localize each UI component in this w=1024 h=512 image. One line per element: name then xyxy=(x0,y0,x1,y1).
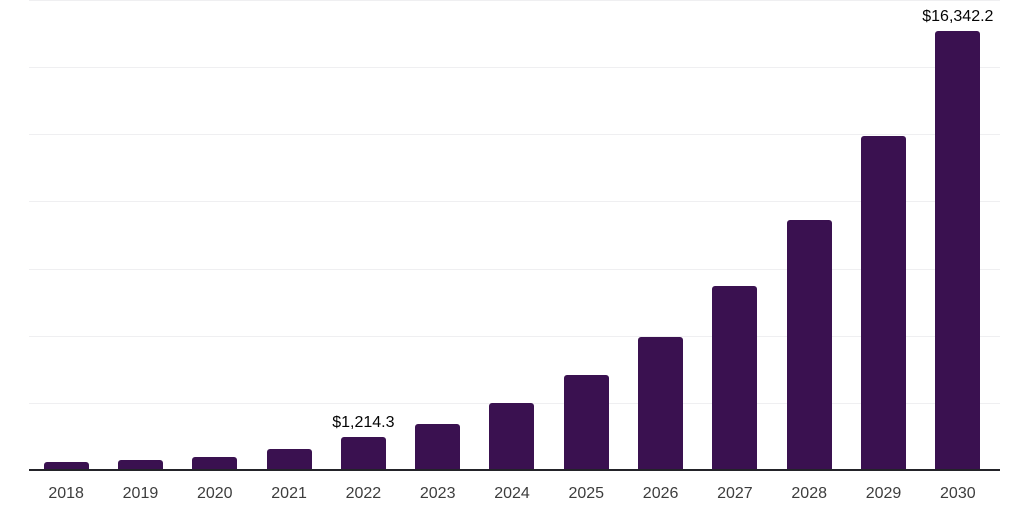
bar-2024 xyxy=(489,402,534,470)
gridline xyxy=(29,336,1000,337)
x-tick-label-2023: 2023 xyxy=(419,485,456,502)
gridline xyxy=(29,0,1000,1)
x-tick-label-2018: 2018 xyxy=(48,485,84,502)
bar-2021 xyxy=(267,448,312,470)
bar-2018 xyxy=(44,461,89,470)
x-tick-label-2025: 2025 xyxy=(568,485,605,502)
x-tick-label-2030: 2030 xyxy=(940,485,976,502)
bar-2027 xyxy=(712,285,757,470)
bar-2019 xyxy=(118,459,163,470)
gridline xyxy=(29,67,1000,68)
x-axis-line xyxy=(29,469,1000,471)
x-tick-label-2020: 2020 xyxy=(196,485,233,502)
bar-2020 xyxy=(192,457,237,470)
x-tick-label-2029: 2029 xyxy=(865,485,902,502)
bar-value-label-2022: $1,214.3 xyxy=(332,414,395,432)
bar-2022 xyxy=(341,437,386,470)
bar-2023 xyxy=(415,423,460,470)
bar-value-label-2030: $16,342.2 xyxy=(922,8,994,26)
x-tick-label-2021: 2021 xyxy=(271,485,307,502)
gridline xyxy=(29,134,1000,135)
x-tick-label-2028: 2028 xyxy=(791,485,827,502)
x-tick-label-2022: 2022 xyxy=(345,485,382,502)
x-tick-label-2019: 2019 xyxy=(122,485,159,502)
bar-2030 xyxy=(935,31,980,470)
bar-2025 xyxy=(564,374,609,470)
x-tick-label-2026: 2026 xyxy=(642,485,679,502)
gridline xyxy=(29,269,1000,270)
x-tick-label-2027: 2027 xyxy=(717,485,753,502)
bar-2026 xyxy=(638,336,683,470)
x-tick-label-2024: 2024 xyxy=(494,485,530,502)
gridline xyxy=(29,201,1000,202)
bar-2029 xyxy=(861,136,906,470)
bar-2028 xyxy=(787,219,832,470)
